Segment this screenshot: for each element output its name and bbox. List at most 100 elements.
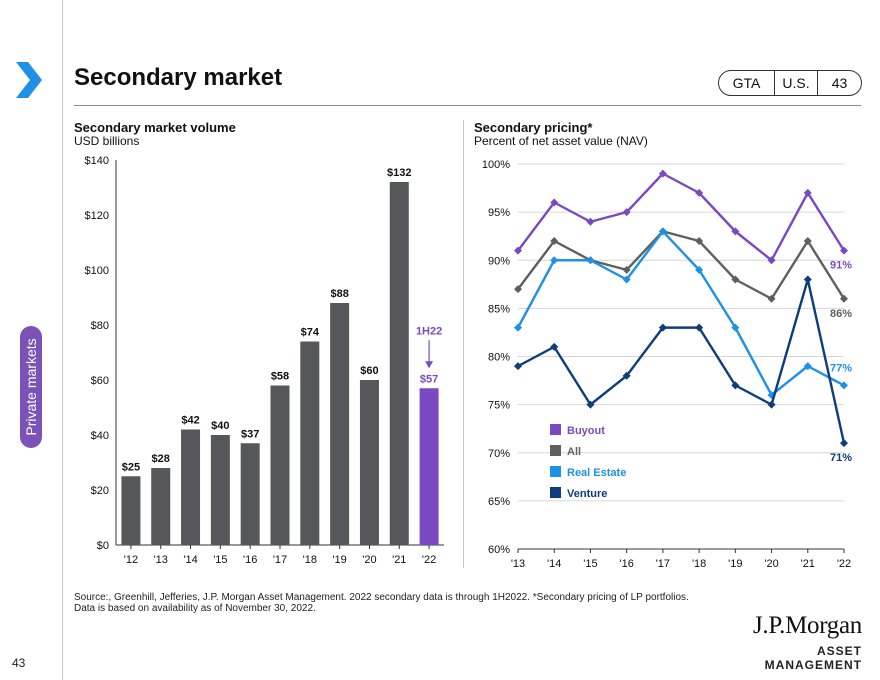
pricing-line-chart: 60% 65% 70% 75% 80% 85% 90% 95% 100% '13 '14 '15 '16… xyxy=(482,159,852,570)
series-line xyxy=(517,278,846,444)
data-point xyxy=(622,275,631,284)
x-tick-label: '15 xyxy=(213,554,227,566)
x-tick-label: '12 xyxy=(124,554,138,566)
data-point xyxy=(731,381,740,390)
bar xyxy=(419,388,439,545)
data-point xyxy=(731,323,740,332)
x-tick-label: '22 xyxy=(422,554,436,566)
section-tab-label: Private markets xyxy=(23,338,39,436)
bar-annotation: 1H22 xyxy=(416,325,442,337)
data-point xyxy=(586,256,595,265)
data-point xyxy=(803,275,812,284)
section-tab[interactable]: Private markets xyxy=(20,326,42,448)
chevron-right-icon xyxy=(16,62,42,98)
data-point xyxy=(767,400,776,409)
y-tick-label: 75% xyxy=(488,400,510,412)
bar-value-label: $28 xyxy=(152,453,170,465)
bar xyxy=(181,429,201,545)
bar-value-label: $42 xyxy=(181,415,199,427)
data-point xyxy=(622,208,631,217)
y-tick-label: $100 xyxy=(85,265,109,277)
x-tick-label: '18 xyxy=(303,554,317,566)
data-point xyxy=(695,237,704,245)
series-end-label: 71% xyxy=(830,452,852,464)
pricing-chart-title: Secondary pricing* xyxy=(474,120,593,135)
series-line xyxy=(517,230,846,300)
data-point xyxy=(731,275,740,284)
chart-divider xyxy=(463,120,464,568)
tag-box: GTA U.S. 43 xyxy=(718,70,862,96)
y-tick-label: $80 xyxy=(91,320,109,332)
data-point xyxy=(695,323,704,332)
y-tick-label: 80% xyxy=(488,352,510,364)
page-number: 43 xyxy=(12,656,26,670)
data-point xyxy=(550,256,559,265)
annotation-arrow-head xyxy=(425,361,434,369)
logo-subtitle: ASSET MANAGEMENT xyxy=(764,644,862,672)
legend-swatch xyxy=(550,445,561,456)
footnote: Source:, Greenhill, Jefferies, J.P. Morg… xyxy=(74,592,714,614)
x-tick-label: '13 xyxy=(511,558,525,570)
bar-value-label: $58 xyxy=(271,371,289,383)
x-tick-label: '14 xyxy=(183,554,197,566)
bar-value-label: $57 xyxy=(420,373,438,385)
data-point xyxy=(658,169,667,178)
bar-value-label: $74 xyxy=(301,327,320,339)
x-tick-label: '21 xyxy=(392,554,406,566)
data-point xyxy=(514,323,522,332)
bar-value-label: $25 xyxy=(122,461,140,473)
data-point xyxy=(767,294,776,303)
bar xyxy=(240,443,260,545)
legend-label: All xyxy=(567,446,581,458)
y-tick-label: $20 xyxy=(91,485,109,497)
left-margin-rule xyxy=(62,0,63,680)
data-point xyxy=(731,227,740,236)
bar xyxy=(389,182,409,545)
y-tick-label: $140 xyxy=(85,155,109,167)
x-tick-label: '15 xyxy=(583,558,597,570)
jpmorgan-logo: J.P.Morgan ASSET MANAGEMENT xyxy=(738,612,862,672)
x-tick-label: '17 xyxy=(273,554,287,566)
bar-value-label: $132 xyxy=(387,167,411,179)
data-point xyxy=(550,342,559,351)
legend-swatch xyxy=(550,424,561,435)
tag-gta: GTA xyxy=(719,71,775,95)
data-point xyxy=(695,265,704,274)
x-tick-label: '14 xyxy=(547,558,561,570)
legend-label: Buyout xyxy=(567,425,605,437)
bar xyxy=(151,468,171,545)
bar xyxy=(359,380,379,545)
page-title: Secondary market xyxy=(74,64,283,91)
data-point xyxy=(622,265,631,274)
x-tick-label: '16 xyxy=(243,554,257,566)
y-tick-label: $60 xyxy=(91,375,109,387)
data-point xyxy=(803,362,812,371)
data-point xyxy=(550,198,559,207)
volume-bar-chart: $0 $20 $40 $60 $80 $100 $120 $140 $25 '12 $28 '13 $4… xyxy=(85,155,444,566)
x-tick-label: '19 xyxy=(728,558,742,570)
data-point xyxy=(840,381,848,390)
bar xyxy=(121,476,141,545)
y-tick-label: 100% xyxy=(482,159,510,171)
data-point xyxy=(840,439,848,448)
data-point xyxy=(803,237,812,245)
legend-label: Real Estate xyxy=(567,467,626,479)
data-point xyxy=(658,227,667,236)
series-end-label: 77% xyxy=(830,362,852,374)
data-point xyxy=(840,294,848,303)
bar-value-label: $40 xyxy=(211,420,229,432)
data-point xyxy=(550,237,559,245)
data-point xyxy=(840,246,848,255)
y-tick-label: 85% xyxy=(488,303,510,315)
series-line xyxy=(517,172,846,262)
series-end-label: 86% xyxy=(830,308,852,320)
y-tick-label: 90% xyxy=(488,255,510,267)
y-tick-label: 95% xyxy=(488,207,510,219)
data-point xyxy=(695,188,704,197)
footnote-line: Data is based on availability as of Nove… xyxy=(74,603,316,614)
bar xyxy=(330,303,350,545)
bar-value-label: $37 xyxy=(241,428,259,440)
tag-region: U.S. xyxy=(775,71,818,95)
y-tick-label: 60% xyxy=(488,544,510,556)
volume-chart-subtitle: USD billions xyxy=(74,134,140,148)
